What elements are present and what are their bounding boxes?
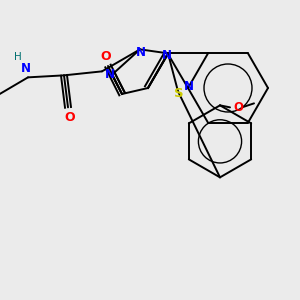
Text: N: N — [162, 49, 172, 62]
Text: O: O — [101, 50, 111, 64]
Text: O: O — [65, 111, 75, 124]
Text: H: H — [14, 52, 22, 62]
Text: O: O — [233, 101, 243, 114]
Text: N: N — [184, 80, 194, 94]
Text: N: N — [21, 62, 31, 75]
Text: S: S — [174, 87, 184, 100]
Text: N: N — [105, 68, 115, 81]
Text: N: N — [136, 46, 146, 59]
